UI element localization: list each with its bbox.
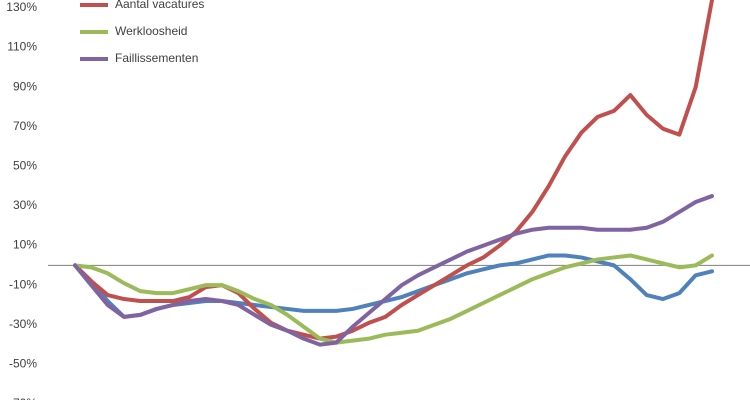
legend-label: Werkloosheid — [115, 24, 187, 38]
y-tick-label: 30% — [13, 198, 37, 212]
y-tick-label: -50% — [9, 357, 37, 371]
y-tick-label: 50% — [13, 159, 37, 173]
series-line — [73, 194, 714, 347]
series-line — [73, 253, 714, 345]
y-tick-label: 10% — [13, 238, 37, 252]
y-tick-label: 70% — [13, 119, 37, 133]
series-line — [73, 0, 714, 341]
y-tick-label: -10% — [9, 277, 37, 291]
y-tick-label: -70% — [9, 396, 37, 400]
legend-label: Aantal vacatures — [115, 0, 204, 11]
y-tick-label: 110% — [7, 40, 37, 54]
y-tick-label: 90% — [13, 79, 37, 93]
legend-label: Faillissementen — [115, 51, 198, 65]
y-tick-label: -30% — [9, 317, 37, 331]
y-tick-label: 130% — [6, 0, 37, 14]
series-line — [73, 253, 714, 319]
